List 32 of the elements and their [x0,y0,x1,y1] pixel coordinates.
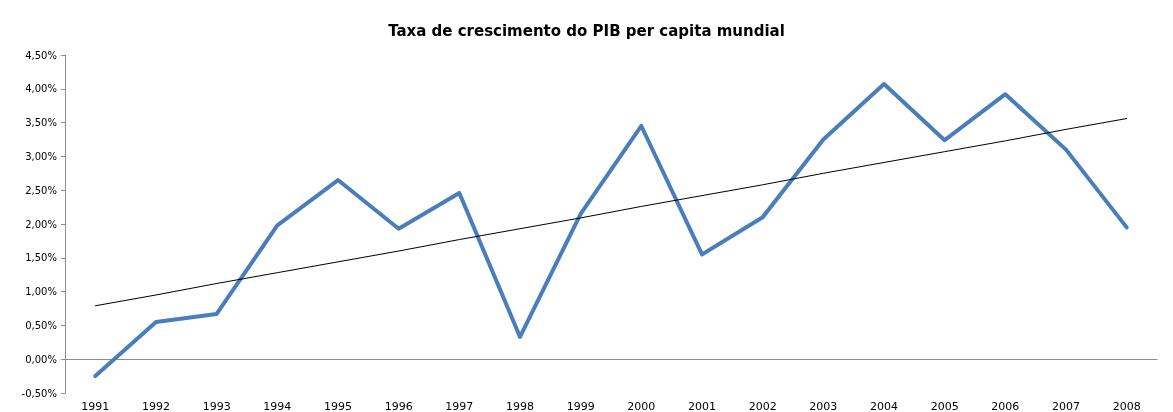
x-tick-label: 1998 [506,400,534,412]
x-tick-label: 1995 [324,400,352,412]
x-tick-label: 2003 [809,400,838,412]
y-tick-label: 1,00% [25,286,57,298]
y-tick-label: 4,50% [25,49,57,61]
line-series [93,82,1129,379]
x-tick-label: 2002 [748,400,777,412]
x-tick-label: 2008 [1112,400,1141,412]
x-tick-label: 2007 [1052,400,1080,412]
x-tick-label: 1999 [566,400,595,412]
y-tick-label: 2,00% [25,218,57,230]
y-tick-label: 0,50% [25,319,57,331]
line-series [94,118,1128,307]
x-tick-label: 2000 [627,400,656,412]
y-tick-label: -0,50% [21,387,57,399]
y-tick-label: 1,50% [25,252,57,264]
y-tick-label: 3,00% [25,150,57,162]
y-tick-label: 3,50% [25,117,57,129]
y-tick-label: 4,00% [25,83,57,95]
x-tick-label: 1991 [81,400,110,412]
y-tick-label: 2,50% [25,184,57,196]
x-tick-label: 2004 [870,400,898,412]
x-tick-label: 2006 [991,400,1020,412]
x-tick-label: 2005 [930,400,959,412]
x-tick-label: 1997 [445,400,474,412]
x-tick-label: 1992 [142,400,170,412]
chart-title: Taxa de crescimento do PIB per capita mundial [388,21,785,40]
x-tick-label: 1996 [384,400,413,412]
x-tick-label: 2001 [688,400,716,412]
x-tick-label: 1993 [202,400,231,412]
y-tick-label: 0,00% [25,353,57,365]
x-tick-label: 1994 [263,400,292,412]
